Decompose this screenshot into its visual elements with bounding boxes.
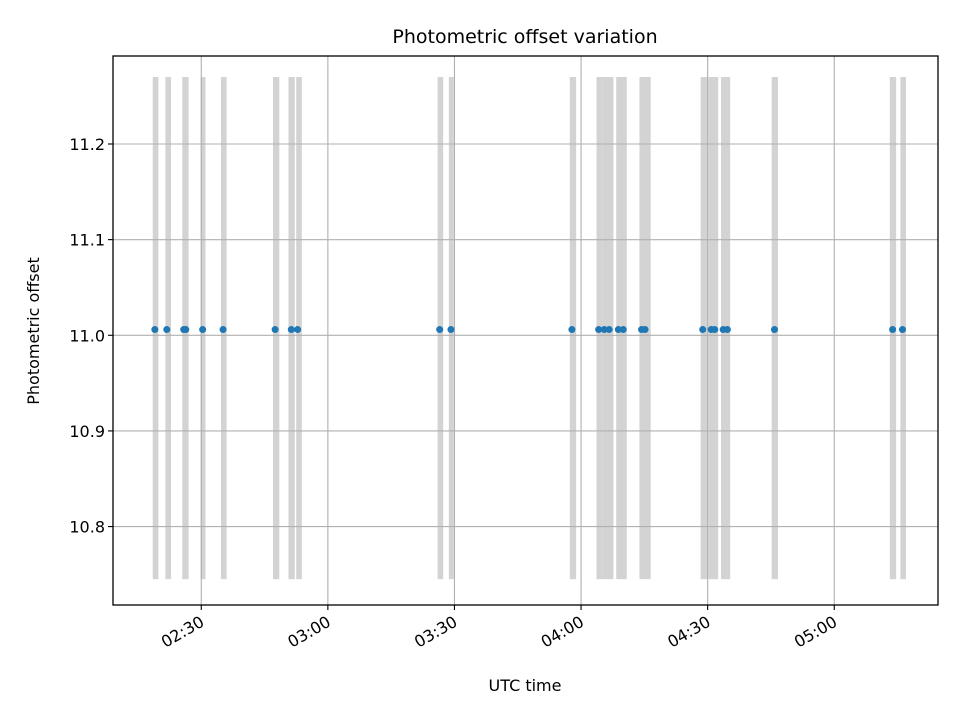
data-point bbox=[605, 326, 613, 334]
data-point bbox=[711, 326, 719, 334]
y-tick-label: 11.1 bbox=[69, 231, 105, 250]
chart-title: Photometric offset variation bbox=[392, 26, 657, 48]
y-tick-label: 11.0 bbox=[69, 326, 105, 345]
data-point bbox=[271, 326, 279, 334]
y-tick-label: 10.9 bbox=[69, 422, 105, 441]
data-point bbox=[287, 326, 295, 334]
y-tick-label: 10.8 bbox=[69, 518, 105, 537]
data-point bbox=[436, 326, 444, 334]
data-point bbox=[219, 326, 227, 334]
data-point bbox=[723, 326, 731, 334]
data-point bbox=[568, 326, 576, 334]
y-axis: 10.8 10.9 11.0 11.1 11.2 bbox=[69, 135, 113, 537]
data-point bbox=[447, 326, 455, 334]
data-point bbox=[770, 326, 778, 334]
y-axis-label: Photometric offset bbox=[24, 257, 43, 405]
data-point bbox=[889, 326, 897, 334]
y-tick-label: 11.2 bbox=[69, 135, 105, 154]
data-points bbox=[151, 326, 906, 334]
data-point bbox=[614, 326, 622, 334]
grid-lines bbox=[113, 56, 938, 605]
x-axis-label: UTC time bbox=[489, 676, 562, 695]
data-point bbox=[163, 326, 171, 334]
data-point bbox=[699, 326, 707, 334]
data-point bbox=[595, 326, 603, 334]
data-point bbox=[151, 326, 159, 334]
data-point bbox=[600, 326, 608, 334]
data-point bbox=[641, 326, 649, 334]
data-point bbox=[619, 326, 627, 334]
data-point bbox=[898, 326, 906, 334]
data-point bbox=[199, 326, 207, 334]
data-point bbox=[182, 326, 190, 334]
plot-frame bbox=[112, 55, 939, 606]
data-point bbox=[294, 326, 302, 334]
